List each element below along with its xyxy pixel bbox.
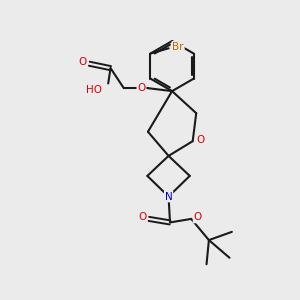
Text: O: O [79,57,87,67]
Text: O: O [197,135,205,145]
Text: HO: HO [86,85,102,95]
Text: O: O [137,82,146,93]
Text: Br: Br [172,42,184,52]
Text: O: O [194,212,202,222]
Text: N: N [165,191,172,202]
Text: O: O [138,212,146,222]
